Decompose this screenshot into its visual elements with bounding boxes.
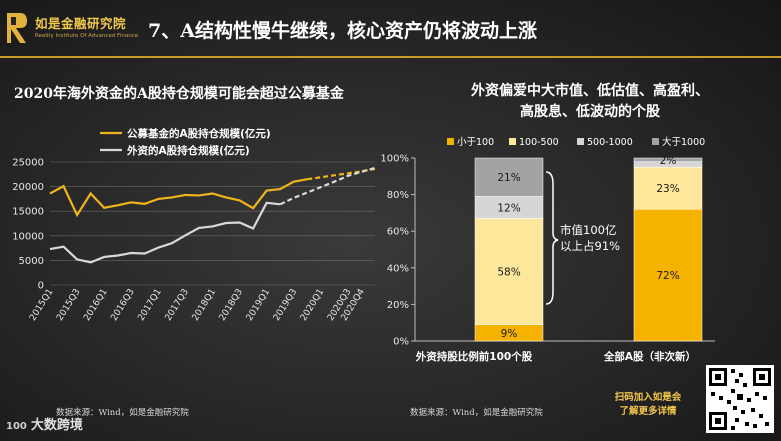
bar-data-label: 21%: [497, 172, 520, 184]
bar-legend-label: 500-1000: [587, 137, 633, 148]
brand-subtitle: Reality Institute Of Advanced Finance: [35, 33, 139, 39]
line-x-tick-label: 2016Q1: [82, 287, 109, 323]
line-x-tick-label: 2020Q1: [299, 287, 326, 323]
bar-data-label: 9%: [501, 328, 518, 340]
bar-legend-label: 100-500: [519, 137, 559, 148]
bar-annotation-line2: 以上占91%: [560, 239, 620, 253]
header: 如是金融研究院 Reality Institute Of Advanced Fi…: [0, 0, 781, 62]
bar-y-tick-label: 100%: [380, 154, 409, 165]
left-chart-title: 2020年海外资金的A股持仓规模可能会超过公募基金: [14, 86, 344, 102]
qr-caption-line2: 了解更多详情: [619, 406, 677, 417]
bar-data-label: 58%: [497, 266, 520, 278]
qr-code-icon[interactable]: [706, 365, 774, 433]
line-x-tick-label: 2017Q1: [136, 287, 163, 323]
stacked-bar-chart: 小于100 100-500 500-1000 大于1000 0% 20% 40% 60% 80…: [380, 136, 715, 363]
line-series-2-forecast: [279, 166, 376, 206]
line-x-tick-label: 2015Q3: [55, 287, 82, 323]
bar-annotation-line1: 市值100亿: [560, 223, 616, 237]
right-chart-title-line1: 外资偏爱中大市值、低估值、高盈利、: [471, 83, 709, 99]
slide-title: 7、A结构性慢牛继续，核心资产仍将波动上涨: [148, 20, 537, 42]
bar-brace: [545, 171, 559, 305]
line-y-tick-label: 25000: [12, 158, 44, 169]
qr-caption: 扫码加入如是会 了解更多详情: [588, 391, 708, 419]
line-y-tick-label: 15000: [12, 207, 44, 218]
left-source-note: 数据来源：Wind，如是金融研究院: [56, 408, 189, 418]
line-y-tick-label: 10000: [12, 231, 44, 242]
bar-legend-swatch: [652, 138, 659, 145]
line-y-tick-label: 5000: [19, 256, 44, 267]
line-x-tick-label: 2018Q3: [218, 287, 245, 323]
qr-pattern: [709, 368, 771, 430]
line-legend-label: 公募基金的A股持仓规模(亿元): [127, 127, 271, 140]
stacked-bar-segment: [633, 166, 703, 210]
bar-y-tick-label: 0%: [393, 337, 409, 348]
line-y-tick-label: 0: [38, 281, 44, 292]
bar-category-label: 外资持股比例前100个股: [415, 350, 533, 363]
right-source-note: 数据来源：Wind，如是金融研究院: [410, 408, 543, 418]
bar-legend-swatch: [447, 138, 454, 145]
bar-data-label: 72%: [656, 270, 679, 282]
line-x-tick-label: 2019Q1: [245, 287, 272, 323]
bar-y-tick-label: 20%: [387, 300, 409, 311]
line-legend-label: 外资的A股持仓规模(亿元): [126, 144, 250, 157]
brand-name: 如是金融研究院: [35, 16, 127, 31]
bar-y-tick-label: 60%: [387, 227, 409, 238]
bar-y-tick-label: 40%: [387, 263, 409, 274]
watermark-text: 大数跨境: [30, 418, 83, 433]
bar-data-label: 12%: [497, 202, 520, 214]
stacked-bar-segment: [633, 208, 703, 342]
line-y-tick-label: 20000: [12, 182, 44, 193]
line-x-tick-label: 2015Q1: [28, 287, 55, 323]
watermark: 100 大数跨境: [6, 414, 83, 433]
bar-data-label: 2%: [660, 155, 677, 167]
bar-legend-swatch: [577, 138, 584, 145]
bar-legend-label: 小于100: [457, 137, 494, 148]
bar-legend-swatch: [509, 138, 516, 145]
watermark-logo: 100: [6, 421, 27, 432]
stacked-bar-segment: [474, 218, 544, 325]
bar-legend-label: 大于1000: [662, 136, 705, 148]
line-x-tick-label: 2017Q3: [164, 287, 191, 323]
qr-caption-line1: 扫码加入如是会: [614, 392, 682, 403]
line-x-tick-label: 2016Q3: [109, 287, 136, 323]
stacked-bar-segment: [474, 157, 544, 197]
line-series-2: [49, 201, 281, 264]
bar-data-label: 23%: [656, 183, 679, 195]
line-series-1: [49, 178, 308, 218]
right-chart-title: 外资偏爱中大市值、低估值、高盈利、 高股息、低波动的个股: [400, 81, 780, 123]
line-x-tick-label: 2018Q1: [191, 287, 218, 323]
stacked-bar-segment: [633, 157, 703, 162]
bar-category-label: 全部A股（非次新）: [603, 350, 696, 363]
brand-logo-icon: [7, 13, 27, 43]
line-x-tick-label: 2019Q3: [272, 287, 299, 323]
bar-y-tick-label: 80%: [387, 190, 409, 201]
header-divider: [0, 56, 781, 58]
right-chart-title-line2: 高股息、低波动的个股: [520, 104, 660, 120]
